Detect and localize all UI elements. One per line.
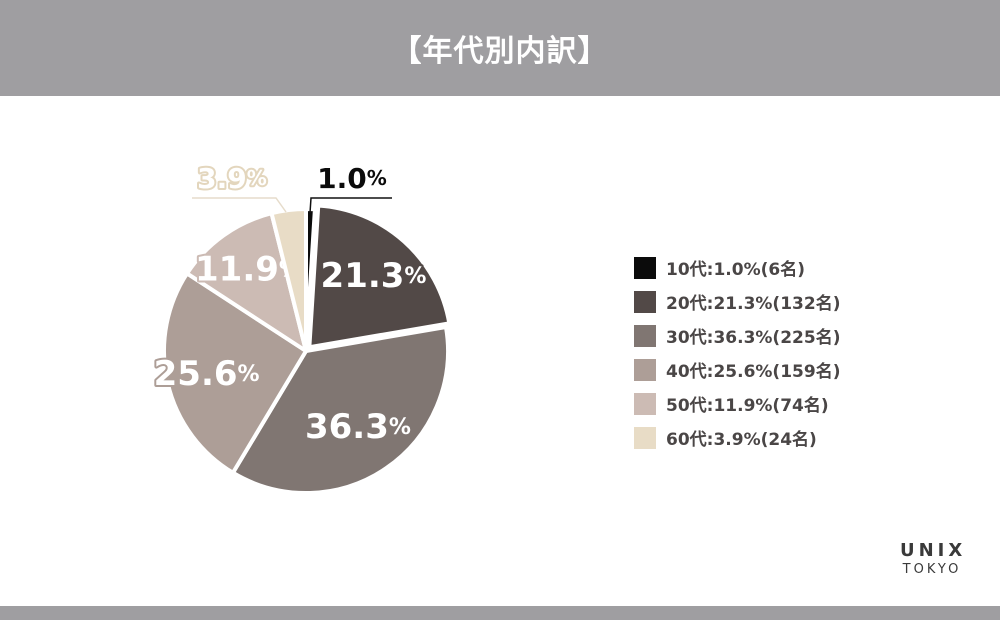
pie-slice-20s — [307, 203, 452, 350]
leader-line-10s — [309, 197, 392, 214]
legend-label: 10代:1.0%(6名) — [666, 260, 805, 280]
header-bar: 【年代別内訳】 — [0, 0, 1000, 96]
legend-swatch — [634, 256, 656, 279]
legend-swatch — [634, 358, 656, 381]
legend-swatch — [634, 392, 656, 415]
legend-label: 30代:36.3%(225名) — [666, 328, 841, 348]
pie-chart: 1.0%21.3%36.3%25.6%11.9%3.9% — [152, 159, 452, 495]
legend-item-10s: 10代:1.0%(6名) — [634, 256, 840, 280]
pie-label-20s: 21.3% — [321, 256, 427, 296]
legend-swatch — [634, 426, 656, 449]
legend-label: 20代:21.3%(132名) — [666, 294, 841, 314]
pie-slice-50s — [185, 211, 308, 353]
chart-legend: 10代:1.0%(6名) 20代:21.3%(132名) 30代:36.3%(2… — [634, 256, 840, 460]
legend-item-60s: 60代:3.9%(24名) — [634, 426, 840, 450]
footer-bar — [0, 606, 1000, 620]
pie-slice-30s — [230, 325, 450, 495]
brand-city: TOKYO — [902, 562, 962, 577]
legend-item-50s: 50代:11.9%(74名) — [634, 392, 840, 416]
pie-label-30s: 36.3% — [305, 407, 411, 447]
leader-line-60s — [192, 197, 287, 213]
chart-title: 【年代別内訳】 — [391, 34, 609, 69]
legend-label: 50代:11.9%(74名) — [666, 396, 829, 416]
pie-slice-40s — [162, 271, 308, 475]
legend-label: 40代:25.6%(159名) — [666, 362, 841, 382]
pie-label-40s: 25.6% — [154, 354, 260, 394]
legend-swatch — [634, 290, 656, 313]
brand-name: UNIX — [900, 540, 967, 561]
brand-logo: UNIX TOKYO — [900, 540, 964, 578]
pie-slice-60s — [269, 207, 308, 353]
legend-label: 60代:3.9%(24名) — [666, 430, 817, 450]
legend-item-20s: 20代:21.3%(132名) — [634, 290, 841, 314]
legend-swatch — [634, 324, 656, 347]
pie-label-10s: 1.0% — [317, 162, 387, 195]
legend-item-40s: 40代:25.6%(159名) — [634, 358, 841, 382]
pie-label-60s: 3.9% — [197, 162, 267, 195]
legend-item-30s: 30代:36.3%(225名) — [634, 324, 841, 348]
